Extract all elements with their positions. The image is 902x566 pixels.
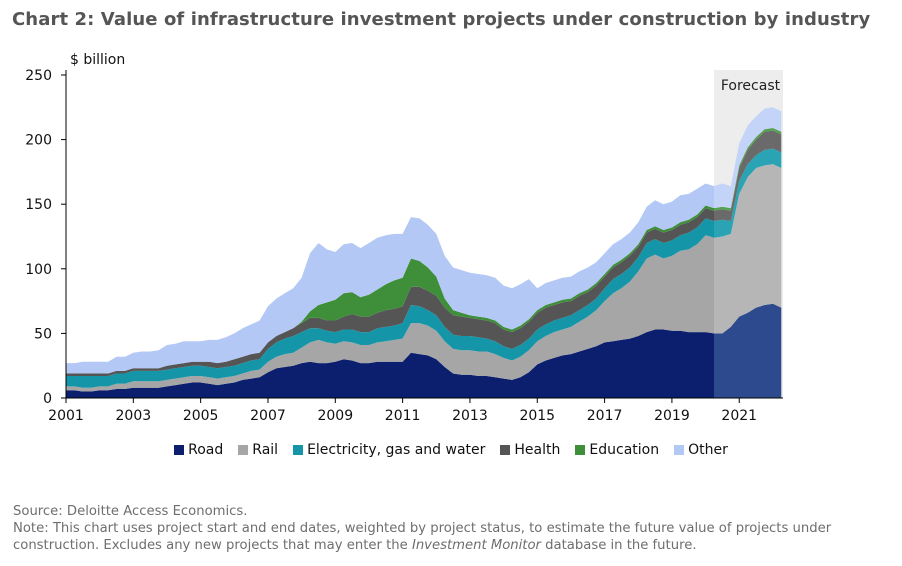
y-tick-label: 250 <box>25 68 52 84</box>
x-tick-label: 2017 <box>587 408 623 424</box>
x-tick-label: 2007 <box>250 408 286 424</box>
y-axis-label: $ billion <box>70 52 125 68</box>
y-tick-label: 100 <box>25 262 52 278</box>
legend-item-electricity-gas-and-water: Electricity, gas and water <box>293 442 485 458</box>
y-tick-label: 50 <box>34 326 52 342</box>
x-tick-label: 2019 <box>654 408 690 424</box>
legend-label: Education <box>589 442 660 458</box>
legend-item-health: Health <box>500 442 560 458</box>
legend-swatch <box>674 445 685 455</box>
legend-label: Road <box>188 442 224 458</box>
forecast-label: Forecast <box>721 78 781 94</box>
area-health-forecast <box>714 130 782 221</box>
x-tick-label: 2015 <box>519 408 555 424</box>
legend-item-education: Education <box>575 442 659 458</box>
source-note: Source: Deloitte Access Economics. <box>13 504 248 519</box>
note-text-1: Note: This chart uses project start and … <box>13 521 832 553</box>
x-tick-label: 2013 <box>452 408 488 424</box>
note-text-2: database in the future. <box>540 538 697 553</box>
note-italic-text: Investment Monitor <box>411 538 541 553</box>
legend-swatch <box>293 445 304 455</box>
legend-item-rail: Rail <box>238 442 278 458</box>
legend-swatch <box>174 445 185 455</box>
area-road-forecast <box>714 303 782 398</box>
x-tick-label: 2001 <box>48 408 84 424</box>
area-rail-forecast <box>714 164 782 334</box>
stacked-area-chart: Forecast 0 50 100 150 200 250 $ billion 2001 2003… <box>25 52 783 424</box>
legend-swatch <box>575 445 586 455</box>
y-tick-label: 150 <box>25 197 52 213</box>
area-other-forecast <box>714 107 782 209</box>
legend-item-road: Road <box>174 442 223 458</box>
legend: Road Rail Electricity, gas and water Health… <box>0 442 902 458</box>
x-tick-label: 2011 <box>385 408 421 424</box>
legend-label: Health <box>514 442 561 458</box>
footer: Source: Deloitte Access Economics. Note:… <box>13 503 893 554</box>
area-education <box>66 205 714 374</box>
legend-label: Electricity, gas and water <box>307 442 486 458</box>
methodology-note: Note: This chart uses project start and … <box>13 520 893 554</box>
x-tick-label: 2005 <box>183 408 219 424</box>
legend-item-other: Other <box>674 442 728 458</box>
x-tick-label: 2009 <box>317 408 353 424</box>
legend-swatch <box>500 445 511 455</box>
x-tick-label: 2021 <box>721 408 757 424</box>
legend-label: Other <box>688 442 728 458</box>
chart-title: Chart 2: Value of infrastructure investm… <box>12 9 871 30</box>
y-tick-label: 0 <box>43 391 52 407</box>
x-tick-label: 2003 <box>116 408 152 424</box>
y-tick-label: 200 <box>25 133 52 149</box>
legend-label: Rail <box>252 442 279 458</box>
legend-swatch <box>238 445 249 455</box>
area-road <box>66 329 714 398</box>
area-rail <box>66 235 714 392</box>
area-electricity-gas-and-water-forecast <box>714 148 782 238</box>
area-other <box>66 183 714 374</box>
